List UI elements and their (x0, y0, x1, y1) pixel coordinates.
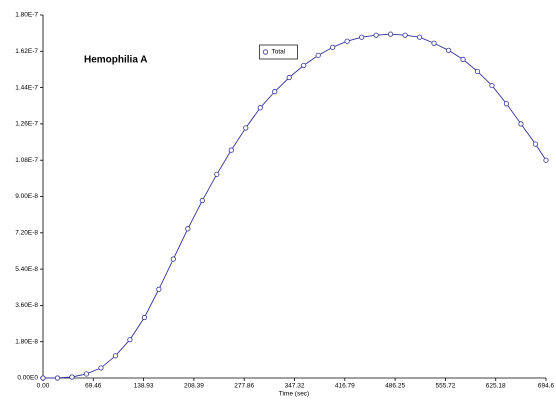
data-point (330, 44, 336, 50)
data-point (185, 226, 191, 232)
y-tick-label: 9.00E-8 (15, 193, 38, 200)
data-point (344, 38, 350, 44)
data-point (416, 34, 423, 40)
x-tick-label: 208.39 (184, 383, 204, 390)
data-point (474, 68, 481, 75)
data-point (98, 365, 104, 371)
x-tick-label: 486.25 (385, 383, 405, 390)
data-point (272, 89, 278, 95)
data-point (83, 371, 90, 377)
data-point (199, 197, 205, 204)
x-axis-label: Time (sec) (279, 391, 309, 398)
data-point (315, 52, 321, 58)
data-point (373, 32, 379, 38)
data-point (243, 125, 249, 131)
y-tick-label: 0.00E0 (17, 375, 38, 382)
x-tick-label: 555.72 (435, 383, 455, 390)
data-point (286, 74, 292, 81)
x-tick-label: 347.32 (285, 383, 305, 390)
data-point (257, 105, 263, 111)
data-point (445, 47, 452, 53)
data-point (156, 286, 162, 292)
y-tick-label: 1.26E-7 (15, 121, 38, 128)
y-tick-label: 3.60E-8 (15, 302, 38, 309)
data-point (69, 374, 75, 380)
data-point (228, 147, 234, 153)
x-tick-label: 69.46 (85, 383, 102, 390)
x-tick-label: 138.93 (134, 383, 154, 390)
x-tick-label: 277.86 (234, 383, 254, 390)
legend-box (259, 44, 298, 60)
x-tick-label: 625.18 (486, 383, 506, 390)
y-tick-label: 1.44E-7 (15, 84, 38, 91)
data-point (543, 157, 549, 163)
data-point (532, 141, 539, 147)
data-point (141, 314, 147, 321)
data-point (112, 353, 119, 359)
data-point (402, 32, 408, 38)
data-point (54, 375, 61, 381)
legend-label: Total (272, 49, 286, 56)
data-point (127, 337, 133, 343)
data-point (489, 82, 495, 89)
data-point (503, 101, 510, 107)
data-point (387, 31, 394, 37)
data-point (431, 40, 437, 46)
y-tick-label: 5.40E-8 (15, 266, 38, 273)
annotation: Hemophilia A (84, 55, 148, 66)
data-point (170, 256, 176, 262)
y-tick-label: 7.20E-8 (15, 230, 38, 237)
data-point (460, 56, 466, 62)
data-point (359, 34, 365, 40)
x-tick-label: 0.00 (37, 383, 50, 390)
data-point (518, 121, 524, 127)
y-tick-label: 1.08E-7 (15, 157, 38, 164)
x-tick-label: 694.6 (538, 383, 555, 390)
y-tick-label: 1.80E-8 (15, 338, 38, 345)
data-point (301, 62, 307, 69)
y-tick-label: 1.62E-7 (15, 48, 38, 55)
data-point (214, 171, 220, 177)
series-line (43, 33, 547, 379)
y-tick-label: 1.80E-7 (15, 12, 38, 19)
legend-marker (262, 49, 269, 55)
data-point (40, 375, 46, 381)
x-tick-label: 416.79 (335, 383, 355, 390)
